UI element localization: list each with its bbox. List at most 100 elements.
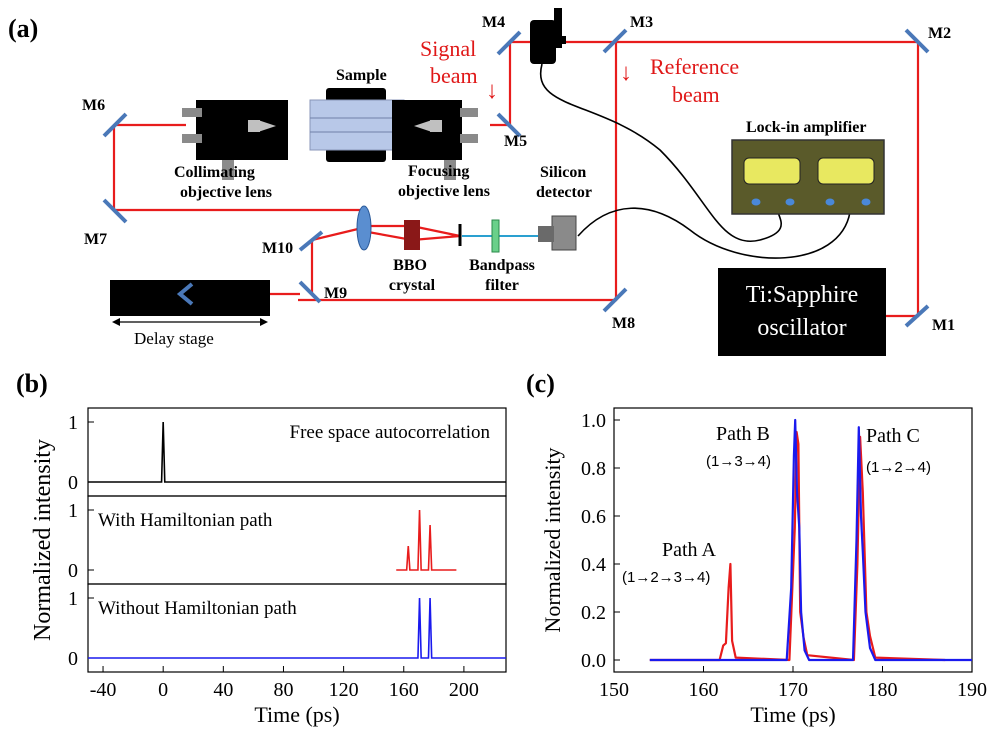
- mirror-m4: [496, 30, 522, 56]
- panel-label-a: (a): [8, 14, 38, 43]
- path-annotation-sub-2: (1→2→4): [866, 459, 931, 476]
- focusing-objective: [392, 100, 478, 180]
- x-tick-label-c-150: 150: [599, 679, 629, 701]
- mirror-m9: [298, 280, 322, 304]
- oscillator-label-1: Ti:Sapphire: [746, 282, 858, 308]
- ti-sapphire-oscillator: [718, 268, 886, 356]
- subplot-frame-2: [87, 583, 507, 673]
- series-line-b-1: [396, 509, 457, 571]
- x-tick-label-b-200: 200: [449, 679, 479, 701]
- bandpass-label-1: Bandpass: [469, 257, 535, 274]
- series-line-b-0: [88, 421, 506, 483]
- arrow-right-icon: [260, 318, 268, 326]
- optical-chopper: [530, 8, 566, 64]
- path-annotation-sub-0: (1→2→3→4): [622, 569, 710, 586]
- sample-label: Sample: [336, 67, 387, 84]
- mirror-m10: [298, 230, 324, 252]
- x-axis-label-b: Time (ps): [254, 702, 339, 727]
- mirror-labels: M1 M2 M3 M4 M5 M6 M7 M8 M9 M10: [82, 14, 955, 334]
- label-m10: M10: [262, 240, 293, 257]
- y-tick-label-0-1: 1: [68, 412, 78, 434]
- reference-beam-label-1: Reference: [650, 54, 739, 79]
- bbo-crystal: [404, 220, 420, 250]
- label-m1: M1: [932, 317, 955, 334]
- label-m8: M8: [612, 315, 635, 332]
- signal-beam-label-2: beam: [430, 63, 478, 88]
- label-m6: M6: [82, 97, 105, 114]
- bbo-label-1: BBO: [393, 257, 427, 274]
- x-axis-label-c: Time (ps): [750, 702, 835, 727]
- label-m3: M3: [630, 14, 653, 31]
- series-line-c-0: [649, 430, 946, 662]
- y-tick-label-2-0: 0: [68, 648, 78, 670]
- label-m9: M9: [324, 285, 347, 302]
- label-m5: M5: [504, 133, 527, 150]
- focusing-lens: [356, 205, 372, 251]
- chart-b: 0 1 Free space autocorrelation 0 1 With Hamil…: [30, 407, 507, 727]
- collimating-label-1: Collimating: [174, 164, 255, 181]
- focusing-label-2: objective lens: [398, 183, 490, 200]
- path-annotation-sub-1: (1→3→4): [706, 453, 771, 470]
- subplot-annotation-2: Without Hamiltonian path: [98, 598, 297, 619]
- path-annotation-1: Path B: [716, 423, 770, 445]
- mirror-m3: [602, 28, 628, 54]
- path-annotation-2: Path C: [866, 425, 920, 447]
- x-tick-label-c-180: 180: [868, 679, 898, 701]
- x-tick-label-b-0: 0: [158, 679, 168, 701]
- x-tick-label-c-170: 170: [778, 679, 808, 701]
- collimating-objective: [182, 100, 288, 180]
- x-tick-label-b-160: 160: [389, 679, 419, 701]
- focusing-label-1: Focusing: [408, 163, 469, 180]
- x-tick-label-b--40: -40: [90, 679, 117, 701]
- panel-label-b: (b): [16, 369, 48, 398]
- mirror-m6: [102, 112, 128, 138]
- subplot-annotation-0: Free space autocorrelation: [290, 422, 491, 443]
- series-line-b-2: [88, 597, 506, 659]
- panel-label-c: (c): [526, 369, 555, 398]
- mirror-m8: [602, 287, 628, 313]
- y-axis-label-b: Normalized intensity: [30, 439, 56, 641]
- delay-stage-label: Delay stage: [134, 329, 214, 348]
- bbo-label-2: crystal: [389, 277, 436, 294]
- lock-in-label: Lock-in amplifier: [746, 119, 866, 136]
- arrow-left-icon: [112, 318, 120, 326]
- oscillator-label-2: oscillator: [757, 315, 846, 341]
- silicon-label-2: detector: [536, 184, 592, 201]
- retroreflector-icon: [176, 282, 194, 306]
- x-tick-label-c-160: 160: [689, 679, 719, 701]
- label-m7: M7: [84, 231, 107, 248]
- y-tick-label-c-0.2: 0.2: [581, 602, 606, 624]
- y-tick-label-c-0.4: 0.4: [581, 554, 606, 576]
- signal-beam-label-1: Signal: [420, 36, 476, 61]
- chart-c: 0.0 0.2 0.4 0.6 0.8 1.0 150 160 170 180 190 Path A (…: [540, 407, 987, 727]
- reference-beam-label-2: beam: [672, 82, 720, 107]
- reference-arrow-icon: ↓: [620, 60, 632, 86]
- collimating-label-2: objective lens: [180, 184, 272, 201]
- mirrors: [102, 28, 930, 328]
- y-tick-label-1-1: 1: [68, 500, 78, 522]
- silicon-detector: [538, 215, 577, 251]
- lock-in-amplifier: [731, 139, 885, 215]
- y-tick-label-0-0: 0: [68, 472, 78, 494]
- label-m2: M2: [928, 25, 951, 42]
- x-tick-label-b-120: 120: [329, 679, 359, 701]
- subplot-annotation-1: With Hamiltonian path: [98, 510, 273, 531]
- y-axis-label-c: Normalized intensity: [540, 447, 565, 632]
- bandpass-label-2: filter: [485, 277, 519, 294]
- y-tick-label-c-0.8: 0.8: [581, 458, 606, 480]
- silicon-label-1: Silicon: [540, 164, 586, 181]
- y-tick-label-2-1: 1: [68, 588, 78, 610]
- y-tick-label-1-0: 0: [68, 560, 78, 582]
- y-tick-label-c-0.0: 0.0: [581, 650, 606, 672]
- mirror-m2: [904, 28, 930, 54]
- x-tick-label-c-190: 190: [957, 679, 987, 701]
- mirror-m5: [496, 112, 522, 138]
- y-tick-label-c-0.6: 0.6: [581, 506, 606, 528]
- x-tick-label-b-40: 40: [213, 679, 233, 701]
- mirror-m1: [904, 304, 930, 328]
- label-m4: M4: [482, 14, 505, 31]
- x-tick-label-b-80: 80: [273, 679, 293, 701]
- signal-arrow-icon: ↓: [486, 78, 498, 104]
- path-annotation-0: Path A: [662, 539, 716, 561]
